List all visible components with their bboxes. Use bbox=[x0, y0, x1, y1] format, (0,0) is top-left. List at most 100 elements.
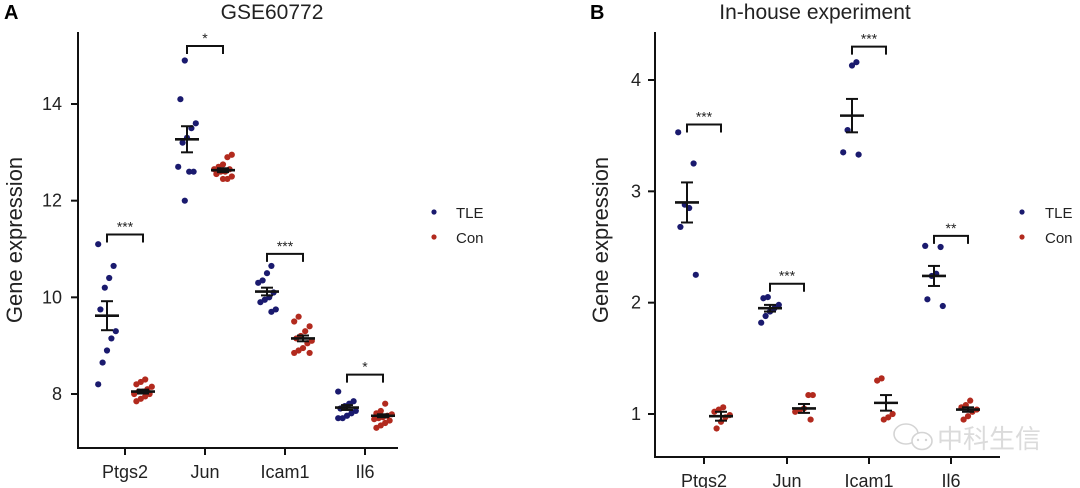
x-tick-label: Icam1 bbox=[844, 471, 893, 488]
data-point-con bbox=[219, 175, 227, 183]
significance-label: *** bbox=[277, 238, 294, 254]
wechat-icon bbox=[893, 423, 933, 451]
data-point-tle bbox=[840, 149, 847, 156]
data-point-con bbox=[224, 154, 231, 161]
data-point-tle bbox=[268, 308, 275, 315]
legend-marker-con bbox=[1019, 234, 1025, 240]
data-point-tle bbox=[690, 160, 697, 167]
x-tick-label: Ptgs2 bbox=[681, 471, 727, 488]
legend-marker-tle bbox=[1019, 209, 1025, 215]
axes: 1 2 3 4 Ptgs2 Jun Icam1 Il6 bbox=[631, 32, 1000, 488]
y-tick-label: 2 bbox=[631, 293, 641, 313]
data-point-tle bbox=[677, 223, 684, 231]
legend-label-tle: TLE bbox=[1045, 205, 1073, 222]
data-point-tle bbox=[106, 274, 113, 282]
axes: 8 10 12 14 Ptgs2 Jun Icam1 Il6 bbox=[42, 32, 398, 482]
data-point-con bbox=[306, 349, 313, 357]
legend-label-con: Con bbox=[1045, 230, 1073, 247]
data-point-tle bbox=[190, 168, 197, 175]
data-point-tle bbox=[99, 359, 106, 366]
data-point-tle bbox=[853, 59, 860, 66]
watermark-text: 中科生信 bbox=[937, 425, 1041, 455]
data-point-tle bbox=[177, 96, 184, 103]
data-point-tle bbox=[255, 279, 262, 286]
data-point-tle bbox=[937, 243, 944, 251]
data-point-tle bbox=[108, 335, 115, 342]
data-point-tle bbox=[760, 295, 767, 302]
data-point-tle bbox=[939, 302, 946, 310]
data-point-con bbox=[960, 416, 967, 423]
legend-marker-tle bbox=[431, 209, 437, 215]
data-point-tle bbox=[179, 139, 186, 146]
x-tick-label: Jun bbox=[190, 462, 219, 482]
data-point-con bbox=[373, 424, 380, 431]
y-tick-label: 4 bbox=[631, 70, 641, 90]
data-point-tle bbox=[339, 415, 346, 422]
data-point-tle bbox=[263, 270, 271, 277]
data-point-tle bbox=[268, 262, 275, 270]
data-point-tle bbox=[103, 347, 111, 354]
data-point-con bbox=[809, 391, 816, 399]
panel-a: A GSE60772 Gene expression 8 10 12 14 Ptgs2 J… bbox=[2, 1, 484, 482]
y-tick-label: 12 bbox=[42, 191, 62, 211]
x-tick-label: Ptgs2 bbox=[102, 462, 148, 482]
data-point-tle bbox=[257, 299, 264, 306]
panel-letter: B bbox=[590, 2, 604, 24]
significance-bracket bbox=[933, 234, 969, 244]
data-point-tle bbox=[762, 312, 769, 320]
significance-bracket bbox=[346, 373, 384, 383]
data-point-tle bbox=[675, 129, 682, 136]
data-point-con bbox=[807, 416, 814, 423]
y-tick-label: 8 bbox=[52, 384, 62, 404]
significance-label: *** bbox=[696, 109, 713, 125]
significance-label: * bbox=[362, 359, 368, 375]
data-point-con bbox=[874, 377, 881, 384]
x-tick-label: Jun bbox=[772, 471, 801, 488]
data-point-tle bbox=[181, 197, 188, 204]
legend: TLE Con bbox=[431, 205, 484, 247]
significance-bracket bbox=[686, 123, 722, 133]
significance-bracket bbox=[266, 252, 304, 262]
data-point-tle bbox=[97, 306, 104, 313]
data-point-con bbox=[133, 398, 140, 405]
data-point-con bbox=[792, 408, 799, 415]
data-point-con bbox=[302, 328, 309, 335]
legend-label-con: Con bbox=[456, 230, 484, 247]
data-point-tle bbox=[855, 151, 862, 158]
data-point-con bbox=[964, 413, 972, 420]
data-point-con bbox=[371, 416, 378, 423]
data-marks: *********** bbox=[675, 31, 980, 432]
data-point-con bbox=[295, 313, 302, 320]
data-point-con bbox=[713, 425, 720, 432]
panel-b: B In-house experiment Gene expression 1 2… bbox=[588, 1, 1073, 488]
data-point-tle bbox=[758, 319, 765, 326]
data-point-tle bbox=[101, 284, 108, 291]
y-tick-label: 1 bbox=[631, 404, 641, 424]
x-tick-label: Il6 bbox=[355, 462, 374, 482]
data-point-con bbox=[291, 349, 298, 357]
chart-title: GSE60772 bbox=[221, 1, 324, 24]
data-point-tle bbox=[112, 328, 119, 335]
data-point-tle bbox=[110, 262, 117, 270]
data-marks: ******** bbox=[95, 30, 395, 431]
legend-label-tle: TLE bbox=[456, 205, 484, 222]
data-point-con bbox=[133, 381, 140, 388]
data-point-tle bbox=[192, 120, 199, 127]
data-point-con bbox=[880, 416, 887, 423]
data-point-con bbox=[711, 408, 718, 415]
legend: TLE Con bbox=[1019, 205, 1073, 247]
data-point-tle bbox=[335, 415, 342, 422]
data-point-con bbox=[382, 400, 389, 407]
data-point-tle bbox=[922, 242, 929, 249]
significance-bracket bbox=[106, 233, 144, 243]
x-tick-label: Icam1 bbox=[260, 462, 309, 482]
data-point-tle bbox=[181, 57, 188, 64]
y-axis-label: Gene expression bbox=[2, 157, 27, 323]
significance-label: * bbox=[202, 30, 208, 46]
data-point-tle bbox=[175, 163, 182, 170]
data-point-tle bbox=[775, 301, 782, 308]
data-point-con bbox=[306, 323, 313, 330]
y-axis-label: Gene expression bbox=[588, 157, 613, 323]
data-point-con bbox=[967, 397, 974, 404]
